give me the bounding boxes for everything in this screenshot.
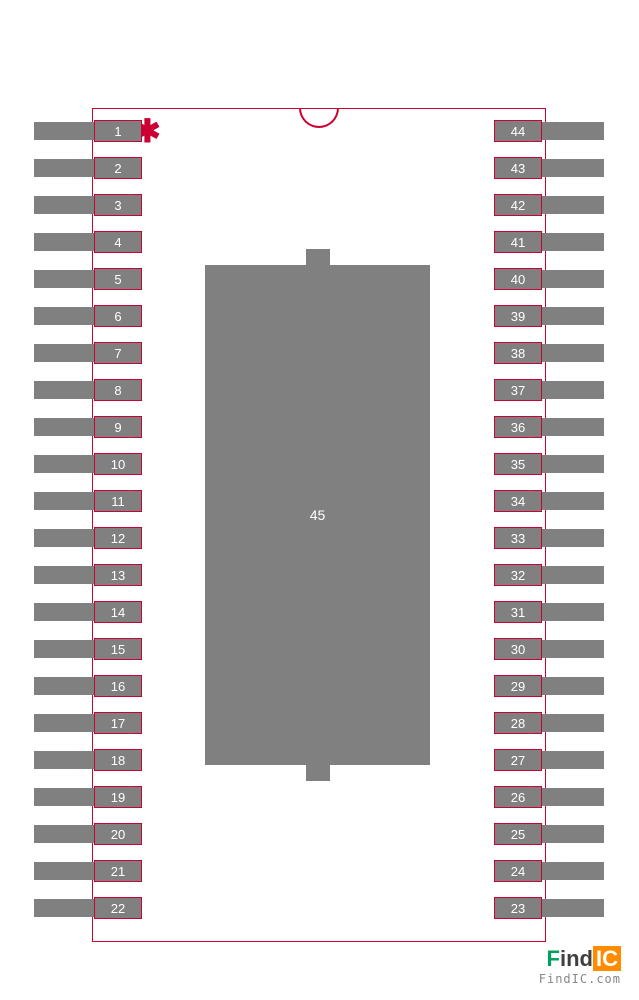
pin-label-32: 32	[494, 564, 542, 586]
pin-label-41: 41	[494, 231, 542, 253]
pin-label-23: 23	[494, 897, 542, 919]
pin-label-31: 31	[494, 601, 542, 623]
pin-label-20: 20	[94, 823, 142, 845]
pin-label-13: 13	[94, 564, 142, 586]
pin-label-38: 38	[494, 342, 542, 364]
pin-label-37: 37	[494, 379, 542, 401]
pin-label-36: 36	[494, 416, 542, 438]
logo-brand: FindIC	[539, 946, 621, 972]
logo-url: FindIC.com	[539, 972, 621, 986]
pin-label-15: 15	[94, 638, 142, 660]
pin-label-4: 4	[94, 231, 142, 253]
pin-label-24: 24	[494, 860, 542, 882]
pin-label-1: 1	[94, 120, 142, 142]
pin-label-8: 8	[94, 379, 142, 401]
logo-ic: IC	[593, 946, 621, 971]
pin-label-5: 5	[94, 268, 142, 290]
pin-label-33: 33	[494, 527, 542, 549]
pin-label-16: 16	[94, 675, 142, 697]
logo-f: F	[547, 946, 560, 971]
pin-label-43: 43	[494, 157, 542, 179]
pin-label-3: 3	[94, 194, 142, 216]
pin-label-21: 21	[94, 860, 142, 882]
pin-label-12: 12	[94, 527, 142, 549]
pin-label-44: 44	[494, 120, 542, 142]
pin-label-34: 34	[494, 490, 542, 512]
pin-label-29: 29	[494, 675, 542, 697]
pin-label-35: 35	[494, 453, 542, 475]
pin-label-18: 18	[94, 749, 142, 771]
pin-label-11: 11	[94, 490, 142, 512]
thermal-pad: 45	[205, 265, 430, 765]
pin-label-30: 30	[494, 638, 542, 660]
thermal-pad-tab-1	[306, 765, 330, 781]
pin-label-17: 17	[94, 712, 142, 734]
pin-label-9: 9	[94, 416, 142, 438]
pin-label-2: 2	[94, 157, 142, 179]
pin-label-6: 6	[94, 305, 142, 327]
pin-label-39: 39	[494, 305, 542, 327]
pin-label-28: 28	[494, 712, 542, 734]
pin-label-40: 40	[494, 268, 542, 290]
pin-label-27: 27	[494, 749, 542, 771]
pin-label-22: 22	[94, 897, 142, 919]
logo-ind: ind	[560, 946, 593, 971]
pin-label-25: 25	[494, 823, 542, 845]
pin-label-26: 26	[494, 786, 542, 808]
pin-label-7: 7	[94, 342, 142, 364]
logo: FindIC FindIC.com	[539, 946, 621, 986]
thermal-pad-tab-0	[306, 249, 330, 265]
pin-label-19: 19	[94, 786, 142, 808]
pin-label-10: 10	[94, 453, 142, 475]
pin-label-42: 42	[494, 194, 542, 216]
pin-label-14: 14	[94, 601, 142, 623]
